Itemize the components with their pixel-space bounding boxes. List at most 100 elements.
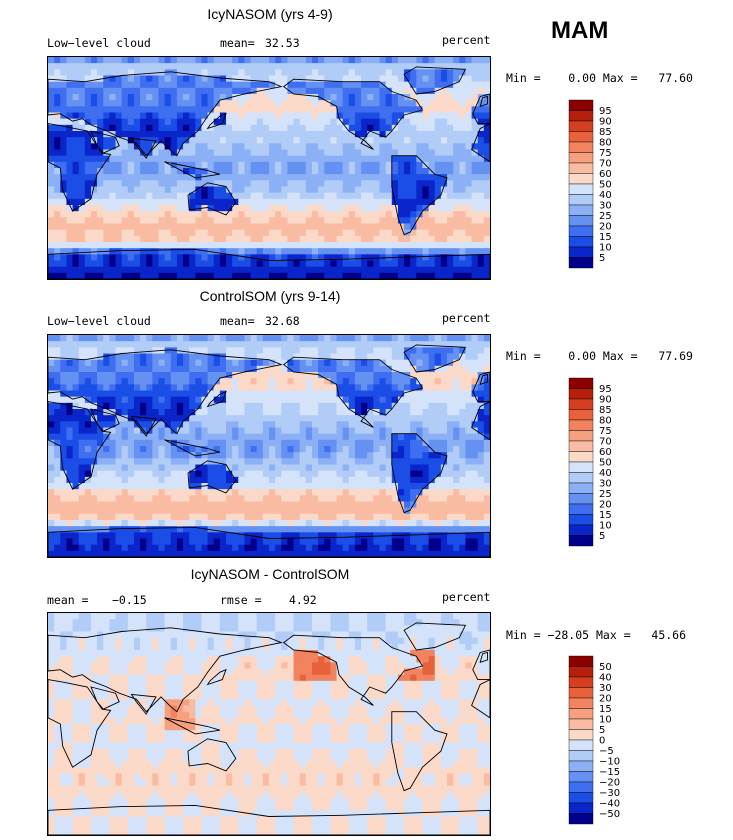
map-cell bbox=[66, 155, 74, 163]
map-cell bbox=[244, 260, 252, 268]
map-cell bbox=[219, 365, 227, 373]
map-cell bbox=[183, 396, 190, 404]
map-cell bbox=[404, 390, 411, 398]
map-cell bbox=[48, 421, 55, 429]
map-cell bbox=[269, 266, 276, 274]
map-cell bbox=[262, 174, 270, 181]
map-cell bbox=[391, 446, 399, 453]
map-cell bbox=[361, 106, 368, 114]
map-cell bbox=[146, 495, 153, 503]
map-cell bbox=[207, 452, 215, 459]
map-cell bbox=[60, 198, 68, 206]
map-cell bbox=[453, 100, 460, 107]
map-cell bbox=[213, 57, 221, 64]
map-cell bbox=[226, 223, 233, 231]
map-cell bbox=[465, 335, 473, 342]
map-cell bbox=[262, 254, 270, 262]
map-cell bbox=[367, 186, 374, 194]
map-cell bbox=[318, 396, 325, 404]
map-cell bbox=[404, 186, 411, 194]
map-cell bbox=[373, 75, 381, 83]
map-cell bbox=[275, 513, 282, 521]
colorbar-box bbox=[568, 110, 594, 122]
map-cell bbox=[84, 427, 92, 435]
map-cell bbox=[397, 266, 405, 274]
map-cell bbox=[379, 409, 387, 416]
map-cell bbox=[97, 198, 104, 206]
map-cell bbox=[226, 192, 233, 200]
colorbar-tick-label: 60 bbox=[599, 169, 612, 180]
map-cell bbox=[133, 124, 141, 132]
map-cell bbox=[397, 470, 405, 478]
map-cell bbox=[189, 272, 196, 279]
map-cell bbox=[342, 415, 350, 422]
map-cell bbox=[354, 205, 362, 212]
map-cell bbox=[115, 161, 123, 169]
map-cell bbox=[354, 63, 362, 70]
map-cell bbox=[232, 483, 239, 490]
map-cell bbox=[250, 198, 258, 206]
map-cell bbox=[207, 112, 215, 120]
map-cell bbox=[367, 149, 374, 157]
map-cell bbox=[146, 390, 153, 398]
map-cell bbox=[385, 335, 393, 342]
map-cell bbox=[256, 161, 264, 169]
map-cell bbox=[324, 63, 331, 70]
map-cell bbox=[213, 112, 221, 120]
map-cell bbox=[183, 69, 190, 77]
map-cell bbox=[416, 421, 424, 429]
map-cell bbox=[447, 87, 454, 95]
map-cell bbox=[115, 476, 123, 484]
map-cell bbox=[361, 365, 368, 373]
map-cell bbox=[293, 353, 301, 361]
map-cell bbox=[201, 335, 209, 342]
map-cell bbox=[281, 235, 289, 243]
map-cell bbox=[373, 458, 381, 466]
map-cell bbox=[207, 235, 215, 243]
map-cell bbox=[219, 415, 227, 422]
map-cell bbox=[219, 161, 227, 169]
map-cell bbox=[72, 439, 80, 447]
map-cell bbox=[232, 402, 239, 410]
map-cell bbox=[219, 155, 227, 163]
map-cell bbox=[127, 272, 135, 279]
map-cell bbox=[201, 439, 209, 447]
map-cell bbox=[140, 254, 147, 262]
map-cell bbox=[459, 81, 467, 89]
map-cell bbox=[152, 433, 160, 441]
map-cell bbox=[483, 439, 490, 447]
map-cell bbox=[397, 483, 405, 490]
map-cell bbox=[373, 359, 381, 367]
map-cell bbox=[140, 81, 147, 89]
map-cell bbox=[293, 81, 301, 89]
map-cell bbox=[121, 489, 129, 496]
map-cell bbox=[195, 211, 203, 218]
map-cell bbox=[410, 390, 417, 398]
map-cell bbox=[428, 205, 436, 212]
map-cell bbox=[60, 260, 68, 268]
map-cell bbox=[232, 520, 239, 527]
map-cell bbox=[404, 254, 411, 262]
map-cell bbox=[66, 433, 74, 441]
map-cell bbox=[410, 458, 417, 466]
map-cell bbox=[256, 57, 264, 64]
map-cell bbox=[238, 427, 246, 435]
map-cell bbox=[146, 229, 153, 237]
map-cell bbox=[201, 69, 209, 77]
map-cell bbox=[103, 507, 110, 515]
map-cell bbox=[299, 353, 307, 361]
map-cell bbox=[195, 155, 203, 163]
map-cell bbox=[189, 248, 196, 255]
map-cell bbox=[404, 131, 411, 138]
map-cell bbox=[219, 57, 227, 64]
map-cell bbox=[391, 211, 399, 218]
map-cell bbox=[146, 266, 153, 274]
map-cell bbox=[54, 217, 61, 225]
map-cell bbox=[397, 520, 405, 527]
map-cell bbox=[354, 81, 362, 89]
map-cell bbox=[275, 143, 282, 151]
colorbar-box bbox=[568, 120, 594, 132]
map-cell bbox=[269, 254, 276, 262]
map-cell bbox=[287, 57, 295, 64]
map-cell bbox=[293, 452, 301, 459]
